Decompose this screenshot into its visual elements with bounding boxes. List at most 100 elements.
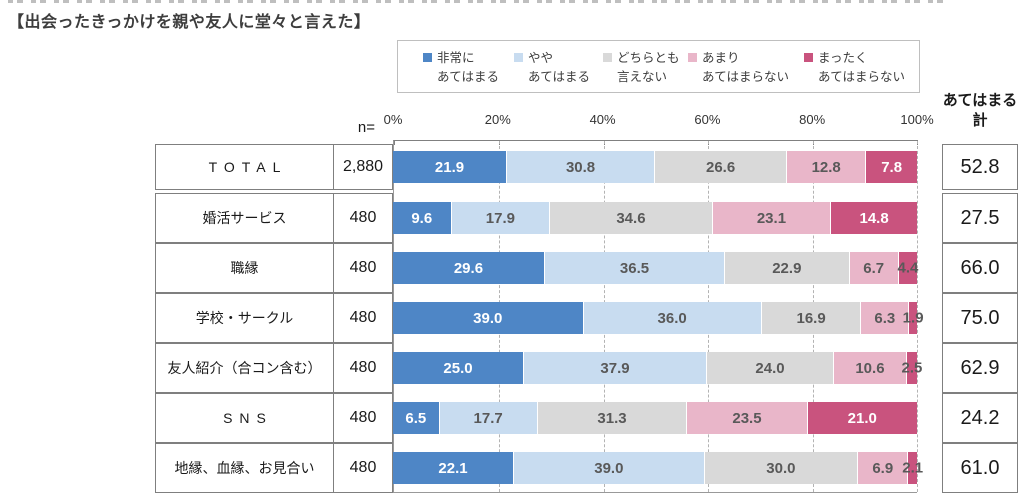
bar-value-label: 39.0 [594, 459, 624, 477]
bar-value-label: 23.1 [756, 209, 787, 227]
sample-size: 480 [349, 409, 377, 426]
sample-size: 480 [349, 309, 377, 326]
bar-segment: 39.0 [514, 452, 705, 484]
sample-size: 480 [349, 259, 377, 276]
bar-segment: 2.5 [902, 352, 922, 384]
bar-segment: 37.9 [524, 352, 708, 384]
bar-segment: 7.8 [866, 151, 917, 183]
x-axis-tick-label: 80% [799, 112, 826, 127]
table-row: SNS 480 [155, 393, 393, 443]
bar-value-label: 22.1 [438, 459, 468, 477]
gridline [917, 141, 918, 492]
bar-segment: 12.8 [787, 151, 867, 183]
bar-segment: 39.0 [393, 302, 584, 334]
bar-segment: 2.1 [902, 452, 923, 484]
axis-tick-mark [394, 140, 395, 145]
agree-total-value: 24.2 [942, 393, 1018, 443]
bar-segment: 23.5 [687, 402, 808, 434]
bar-value-label: 6.3 [874, 309, 896, 327]
bar-segment: 6.5 [393, 402, 440, 434]
bar-value-label: 4.4 [897, 259, 919, 277]
bar-value-label: 22.9 [772, 259, 802, 277]
bar-value-label: 6.9 [872, 459, 894, 477]
bar-segment: 1.9 [903, 302, 924, 334]
bar-segment: 31.3 [537, 402, 688, 434]
bar-segment: 9.6 [393, 202, 452, 234]
stacked-bar: 6.5 17.7 31.3 23.5 21.0 [393, 402, 917, 434]
category-label: 婚活サービス [156, 194, 334, 242]
bar-segment: 14.8 [831, 202, 917, 234]
bar-segment: 16.9 [761, 302, 862, 334]
legend-item-2: やや あてはまる [514, 49, 590, 87]
category-label: TOTAL [156, 145, 334, 189]
bar-segment: 17.9 [451, 202, 551, 234]
category-label: 職縁 [156, 244, 334, 292]
sample-size: 480 [349, 359, 377, 376]
bar-value-label: 12.8 [811, 158, 841, 176]
bar-value-label: 26.6 [705, 158, 736, 176]
bar-segment: 29.6 [393, 252, 545, 284]
table-row: 友人紹介（合コン含む） 480 [155, 343, 393, 393]
bar-value-label: 10.6 [855, 359, 885, 377]
agree-total-header-line1: あてはまる [942, 92, 1018, 109]
bar-segment: 30.0 [704, 452, 859, 484]
sample-size: 2,880 [342, 158, 384, 175]
bar-segment: 22.9 [725, 252, 850, 284]
bar-value-label: 21.9 [434, 158, 465, 176]
bar-segment: 6.7 [849, 252, 899, 284]
bar-segment: 4.4 [897, 252, 919, 284]
legend-item-3: どちらとも 言えない [603, 49, 680, 87]
bar-segment: 30.8 [507, 151, 656, 183]
bar-value-label: 21.0 [847, 409, 877, 427]
bar-value-label: 17.9 [485, 209, 515, 227]
bar-value-label: 24.0 [755, 359, 785, 377]
bar-segment: 24.0 [707, 352, 834, 384]
table-row: 職縁 480 [155, 243, 393, 293]
bar-value-label: 2.1 [902, 459, 924, 477]
legend-swatch-icon [514, 53, 523, 62]
agree-total-value: 75.0 [942, 293, 1018, 343]
agree-total-value: 61.0 [942, 443, 1018, 493]
chart-legend: 非常に あてはまる やや あてはまる どちらとも 言えない あまり あてはまらない まったく あて… [397, 40, 920, 93]
bar-value-label: 39.0 [473, 309, 503, 327]
stacked-bar: 21.9 30.8 26.6 12.8 7.8 [393, 151, 917, 183]
legend-swatch-icon [804, 53, 813, 62]
bar-value-label: 6.5 [405, 409, 427, 427]
bar-segment: 26.6 [655, 151, 788, 183]
bar-value-label: 34.6 [616, 209, 646, 227]
bar-segment: 21.9 [393, 151, 508, 183]
bar-value-label: 36.0 [657, 309, 687, 327]
bar-value-label: 23.5 [732, 409, 762, 427]
sample-size: 480 [349, 209, 377, 226]
agree-total-value: 66.0 [942, 243, 1018, 293]
category-label: 地縁、血縁、お見合い [156, 444, 334, 492]
legend-label: やや あてはまる [528, 51, 591, 84]
n-equals-label: n= [357, 119, 375, 136]
bar-segment: 34.6 [550, 202, 713, 234]
legend-label: あまり あてはまらない [702, 51, 790, 84]
x-axis-tick-label: 20% [484, 112, 511, 127]
stacked-bar: 22.1 39.0 30.0 6.9 2.1 [393, 452, 923, 484]
stacked-bar: 29.6 36.5 22.9 6.7 4.4 [393, 252, 919, 284]
category-label: 友人紹介（合コン含む） [156, 344, 334, 392]
bar-value-label: 37.9 [600, 359, 630, 377]
table-row: 学校・サークル 480 [155, 293, 393, 343]
bar-value-label: 7.8 [881, 158, 903, 176]
bar-value-label: 31.3 [597, 409, 627, 427]
legend-item-5: まったく あてはまらない [804, 49, 905, 87]
legend-swatch-icon [603, 53, 612, 62]
agree-total-value: 27.5 [942, 193, 1018, 243]
agree-total-header-line2: 計 [972, 112, 988, 129]
bar-value-label: 9.6 [411, 209, 433, 227]
stacked-bar: 9.6 17.9 34.6 23.1 14.8 [393, 202, 917, 234]
legend-swatch-icon [423, 53, 432, 62]
table-row: 婚活サービス 480 [155, 193, 393, 243]
agree-total-header: あてはまる 計 [942, 91, 1018, 131]
bar-value-label: 25.0 [443, 359, 473, 377]
bar-value-label: 2.5 [901, 359, 923, 377]
chart-title: 【出会ったきっかけを親や友人に堂々と言えた】 [8, 14, 371, 31]
bar-value-label: 30.8 [565, 158, 596, 176]
table-row: 地縁、血縁、お見合い 480 [155, 443, 393, 493]
bar-value-label: 6.7 [863, 259, 885, 277]
clipped-text-remnant [8, 0, 943, 3]
